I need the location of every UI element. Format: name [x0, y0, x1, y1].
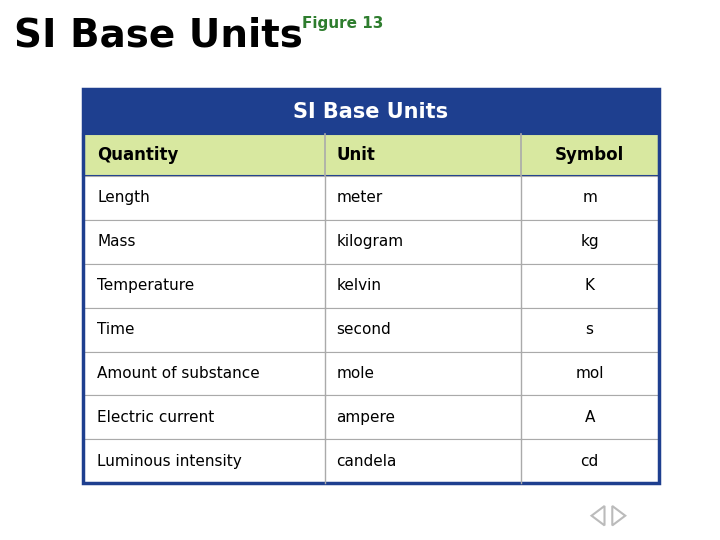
Text: m: m — [582, 190, 597, 205]
Text: meter: meter — [336, 190, 383, 205]
Text: Figure 13: Figure 13 — [302, 16, 384, 31]
Text: Symbol: Symbol — [555, 146, 624, 164]
Text: kilogram: kilogram — [336, 234, 404, 249]
Text: ampere: ampere — [336, 410, 395, 425]
Text: second: second — [336, 322, 391, 337]
Text: Electric current: Electric current — [97, 410, 215, 425]
Text: A: A — [585, 410, 595, 425]
Text: kelvin: kelvin — [336, 278, 382, 293]
Text: Unit: Unit — [336, 146, 375, 164]
Text: mol: mol — [575, 366, 604, 381]
Text: K: K — [585, 278, 595, 293]
Text: Mass: Mass — [97, 234, 136, 249]
Text: s: s — [585, 322, 594, 337]
Text: cd: cd — [580, 454, 599, 469]
Text: mole: mole — [336, 366, 374, 381]
Text: Time: Time — [97, 322, 135, 337]
Text: Temperature: Temperature — [97, 278, 194, 293]
Text: Luminous intensity: Luminous intensity — [97, 454, 242, 469]
Text: SI Base Units: SI Base Units — [293, 102, 449, 122]
Text: SI Base Units: SI Base Units — [14, 16, 303, 54]
Text: Quantity: Quantity — [97, 146, 179, 164]
Text: kg: kg — [580, 234, 599, 249]
Text: candela: candela — [336, 454, 397, 469]
Text: Amount of substance: Amount of substance — [97, 366, 260, 381]
Text: Length: Length — [97, 190, 150, 205]
